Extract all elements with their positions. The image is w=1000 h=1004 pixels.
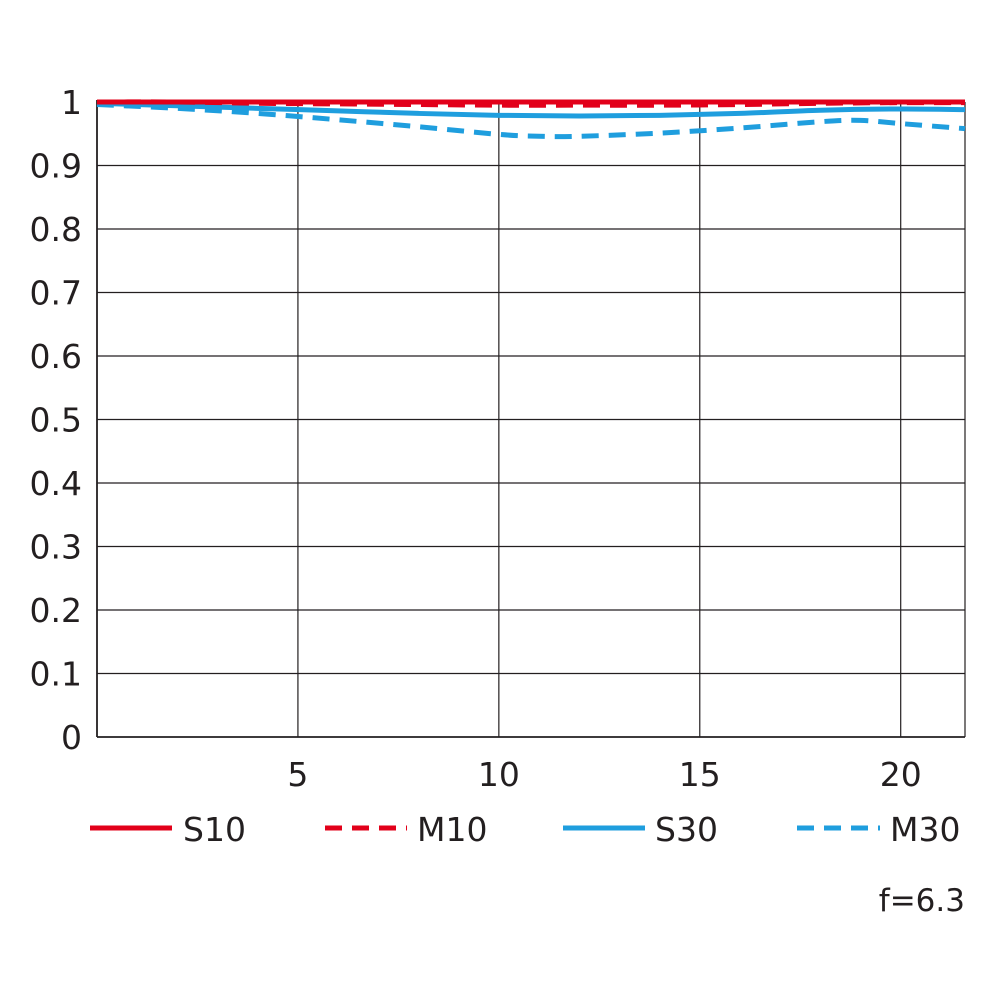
y-tick-label: 0.8 xyxy=(30,210,82,249)
x-tick-label: 20 xyxy=(880,755,922,794)
legend: S10 M10 S30 M30 xyxy=(90,810,960,849)
y-tick-label: 0.2 xyxy=(30,591,82,630)
y-tick-label: 0.9 xyxy=(30,147,82,186)
legend-label-s30: S30 xyxy=(655,810,718,849)
legend-label-m30: M30 xyxy=(890,810,960,849)
y-tick-label: 0.6 xyxy=(30,337,82,376)
y-tick-label: 1 xyxy=(61,83,82,122)
y-tick-label: 0.1 xyxy=(30,655,82,694)
series-line-s30 xyxy=(96,100,966,119)
y-tick-label: 0.5 xyxy=(30,401,82,440)
series-layer xyxy=(96,99,966,140)
y-tick-label: 0.4 xyxy=(30,464,82,503)
x-tick-label: 5 xyxy=(287,755,308,794)
legend-label-s10: S10 xyxy=(183,810,246,849)
tick-label-layer: 00.10.20.30.40.50.60.70.80.915 10 15 20 xyxy=(30,83,922,794)
y-tick-label: 0.3 xyxy=(30,528,82,567)
y-tick-label: 0.7 xyxy=(30,274,82,313)
axis-layer xyxy=(96,100,965,738)
legend-label-m10: M10 xyxy=(417,810,487,849)
aperture-annotation: f=6.3 xyxy=(879,883,965,919)
grid-layer xyxy=(97,101,966,737)
y-tick-label: 0 xyxy=(61,718,82,757)
series-line-m30 xyxy=(96,102,966,140)
x-tick-label: 15 xyxy=(679,755,721,794)
x-tick-label: 10 xyxy=(478,755,520,794)
